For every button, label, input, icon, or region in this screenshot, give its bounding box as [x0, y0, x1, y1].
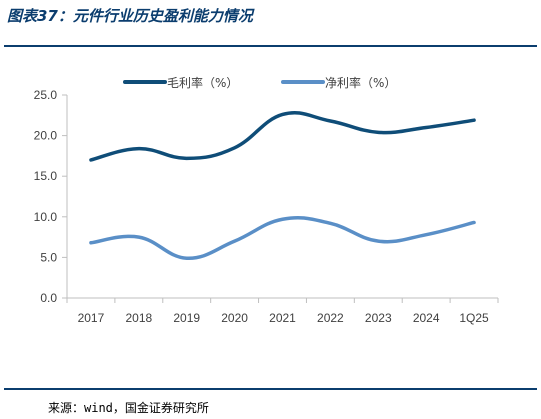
x-tick-label: 2018: [125, 311, 152, 325]
x-tick-label: 2017: [78, 311, 105, 325]
y-tick-label: 25.0: [34, 88, 58, 102]
y-tick-label: 10.0: [34, 210, 58, 224]
x-tick-label: 2024: [413, 311, 440, 325]
x-tick-label: 2023: [365, 311, 392, 325]
legend-label: 毛利率（%）: [167, 75, 238, 90]
y-tick-label: 0.0: [40, 291, 57, 305]
x-tick-label: 2020: [221, 311, 248, 325]
x-tick-label: 2022: [317, 311, 344, 325]
y-tick-label: 15.0: [34, 169, 58, 183]
chart-title: 图表37：元件行业历史盈利能力情况: [7, 7, 253, 25]
title-divider: [4, 45, 537, 47]
source-note: 来源：wind，国金证券研究所: [48, 401, 209, 415]
series-lines: [89, 110, 476, 260]
legend: 毛利率（%） 净利率（%）: [123, 75, 396, 90]
x-tick-labels: 2017 2018 2019 2020 2021 2022 2023 2024 1Q25: [66, 298, 499, 325]
x-tick-label: 1Q25: [459, 311, 489, 325]
series-line-2: [89, 215, 476, 260]
x-tick-label: 2021: [269, 311, 296, 325]
series-line-1: [89, 110, 476, 162]
footer-divider: [4, 388, 537, 390]
x-tick-label: 2019: [173, 311, 200, 325]
legend-label: 净利率（%）: [325, 75, 396, 90]
y-tick-label: 20.0: [34, 129, 58, 143]
y-tick-labels: 0.0 5.0 10.0 15.0 20.0 25.0: [34, 88, 67, 305]
y-tick-label: 5.0: [40, 250, 57, 264]
